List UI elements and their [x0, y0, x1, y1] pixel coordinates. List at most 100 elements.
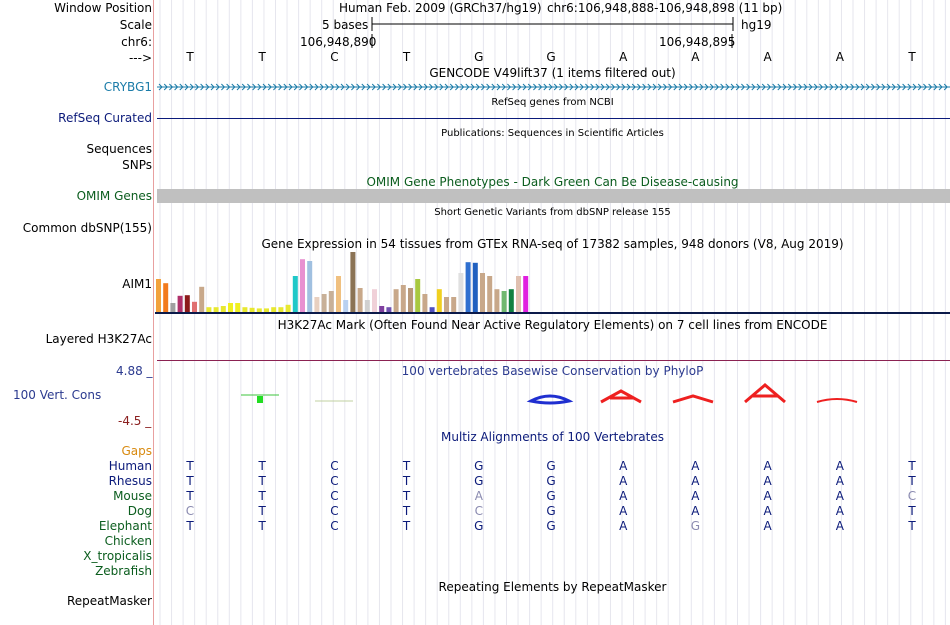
- gtex-tissue-bar[interactable]: [436, 289, 442, 312]
- species-label[interactable]: Zebrafish: [95, 564, 152, 578]
- alignment-base: T: [908, 504, 916, 518]
- gtex-tissue-bar[interactable]: [242, 307, 248, 312]
- gtex-tissue-bar[interactable]: [343, 300, 349, 312]
- gtex-tissue-bar[interactable]: [184, 295, 190, 312]
- gtex-tissue-bar[interactable]: [444, 297, 449, 312]
- gtex-tissue-bar[interactable]: [372, 289, 377, 312]
- dbsnp-track-title[interactable]: Short Genetic Variants from dbSNP releas…: [434, 207, 671, 218]
- omim-feature-bar[interactable]: [157, 189, 950, 203]
- gtex-tissue-bar[interactable]: [170, 303, 176, 312]
- gtex-tissue-bar[interactable]: [465, 262, 471, 312]
- ref-base: T: [908, 50, 916, 64]
- h3k27ac-track-label[interactable]: Layered H3K27Ac: [45, 332, 152, 346]
- gtex-tissue-bar[interactable]: [379, 306, 385, 312]
- species-label[interactable]: Chicken: [104, 534, 152, 548]
- gencode-track-title[interactable]: GENCODE V49lift37 (1 items filtered out): [429, 66, 676, 80]
- species-label[interactable]: Elephant: [98, 519, 152, 533]
- gtex-tissue-bar[interactable]: [228, 303, 233, 312]
- gtex-tissue-bar[interactable]: [422, 294, 428, 312]
- gencode-gene-feature[interactable]: [157, 81, 950, 93]
- gtex-tissue-bar[interactable]: [350, 252, 356, 312]
- gtex-tissue-bar[interactable]: [408, 288, 413, 312]
- gtex-gene-label[interactable]: AIM1: [122, 277, 152, 291]
- publications-label-sequences[interactable]: Sequences: [86, 142, 152, 156]
- gtex-tissue-bar[interactable]: [336, 276, 341, 312]
- species-label[interactable]: X_tropicalis: [83, 549, 152, 563]
- h3k27ac-track-title[interactable]: H3K27Ac Mark (Often Found Near Active Re…: [277, 318, 828, 332]
- gtex-tissue-bar[interactable]: [393, 289, 399, 312]
- alignment-base: G: [546, 474, 556, 488]
- alignment-base: A: [474, 489, 483, 503]
- phylop-logo[interactable]: [155, 380, 950, 410]
- gtex-tissue-bar[interactable]: [177, 295, 183, 312]
- gtex-tissue-bar[interactable]: [271, 307, 277, 312]
- gtex-tissue-bar[interactable]: [256, 308, 262, 312]
- species-label[interactable]: Mouse: [113, 489, 152, 503]
- alignment-base: A: [763, 459, 772, 473]
- gtex-tissue-bar[interactable]: [206, 307, 212, 312]
- gtex-tissue-bar[interactable]: [400, 285, 406, 312]
- gtex-tissue-bar[interactable]: [508, 289, 514, 312]
- multiz-gaps-label[interactable]: Gaps: [121, 444, 152, 458]
- scale-text: 5 bases: [322, 18, 369, 32]
- gtex-tissue-bar[interactable]: [235, 303, 241, 312]
- gtex-tissue-bar[interactable]: [292, 276, 298, 312]
- gtex-tissue-bar[interactable]: [328, 291, 334, 312]
- gtex-tissue-bar[interactable]: [220, 306, 226, 312]
- gtex-tissue-bar[interactable]: [192, 301, 197, 312]
- gtex-tissue-bar[interactable]: [487, 276, 493, 312]
- gtex-tissue-bar[interactable]: [264, 308, 269, 312]
- gtex-tissue-bar[interactable]: [357, 288, 363, 312]
- gtex-tissue-bar[interactable]: [415, 279, 421, 312]
- publications-label-snps[interactable]: SNPs: [122, 158, 152, 172]
- species-label[interactable]: Rhesus: [108, 474, 152, 488]
- dbsnp-track-label[interactable]: Common dbSNP(155): [22, 221, 152, 235]
- gencode-gene-label[interactable]: CRYBG1: [103, 80, 152, 94]
- gtex-tissue-bar[interactable]: [429, 307, 435, 312]
- publications-track-title[interactable]: Publications: Sequences in Scientific Ar…: [441, 128, 664, 139]
- gtex-tissue-bar[interactable]: [249, 307, 255, 312]
- phylop-mark-pos2: [241, 394, 279, 403]
- alignment-base: C: [330, 489, 339, 503]
- gtex-tissue-bar[interactable]: [285, 304, 291, 312]
- gtex-tissue-bar[interactable]: [163, 283, 169, 312]
- alignment-base: T: [908, 459, 916, 473]
- gtex-tissue-bar[interactable]: [451, 297, 457, 312]
- gtex-track-title[interactable]: Gene Expression in 54 tissues from GTEx …: [261, 237, 844, 251]
- gtex-tissue-bar[interactable]: [156, 279, 161, 312]
- gtex-tissue-bar[interactable]: [501, 291, 507, 312]
- refseq-track-label[interactable]: RefSeq Curated: [58, 111, 152, 125]
- gtex-tissue-bar[interactable]: [199, 286, 205, 312]
- gtex-tissue-bar[interactable]: [494, 289, 500, 312]
- gtex-tissue-bar[interactable]: [278, 307, 284, 312]
- gtex-tissue-bar[interactable]: [307, 261, 313, 312]
- gtex-tissue-bar[interactable]: [516, 276, 521, 312]
- gtex-expression-chart[interactable]: [155, 251, 950, 316]
- alignment-base: G: [546, 459, 556, 473]
- gtex-tissue-bar[interactable]: [213, 307, 219, 312]
- phylop-track-title[interactable]: 100 vertebrates Basewise Conservation by…: [401, 364, 704, 378]
- multiz-track-title[interactable]: Multiz Alignments of 100 Vertebrates: [440, 430, 665, 444]
- omim-track-title[interactable]: OMIM Gene Phenotypes - Dark Green Can Be…: [366, 175, 739, 189]
- phylop-track-label[interactable]: 100 Vert. Cons: [13, 388, 102, 402]
- gtex-tissue-bar[interactable]: [321, 294, 327, 312]
- gtex-tissue-bar[interactable]: [364, 300, 370, 312]
- gtex-tissue-bar[interactable]: [472, 262, 478, 312]
- repeatmasker-track-label[interactable]: RepeatMasker: [66, 594, 152, 608]
- window-range[interactable]: chr6:106,948,888-106,948,898 (11 bp): [547, 1, 783, 15]
- refseq-gene-line[interactable]: [157, 118, 950, 119]
- refseq-track-title[interactable]: RefSeq genes from NCBI: [491, 97, 614, 108]
- gtex-tissue-bar[interactable]: [300, 259, 305, 312]
- omim-track-label[interactable]: OMIM Genes: [76, 189, 152, 203]
- gtex-tissue-bar[interactable]: [314, 297, 320, 312]
- species-label[interactable]: Dog: [127, 504, 152, 518]
- gtex-tissue-bar[interactable]: [523, 276, 529, 312]
- alignment-base: G: [474, 519, 484, 533]
- gtex-tissue-bar[interactable]: [386, 307, 392, 312]
- species-label[interactable]: Human: [108, 459, 152, 473]
- alignment-base: A: [619, 489, 628, 503]
- gtex-tissue-bar[interactable]: [480, 273, 485, 312]
- gtex-tissue-bar[interactable]: [458, 273, 464, 312]
- repeatmasker-track-title[interactable]: Repeating Elements by RepeatMasker: [438, 580, 667, 594]
- alignment-base: G: [546, 489, 556, 503]
